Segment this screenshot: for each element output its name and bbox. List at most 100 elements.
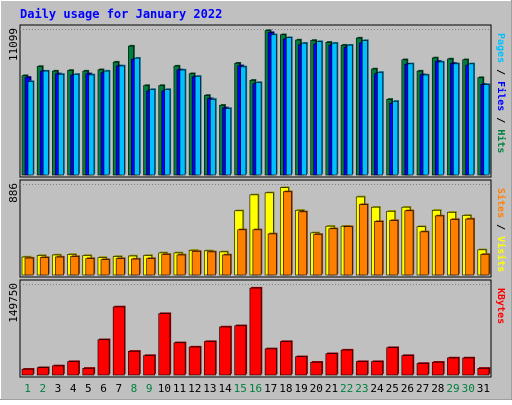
bar-face (447, 357, 459, 376)
hits-files-pages-bar-pages-14 (225, 107, 232, 176)
visits-sites-bar-sites-5 (85, 257, 96, 276)
bar-face (407, 63, 414, 176)
bar-face (282, 191, 292, 276)
bar-face (374, 221, 383, 276)
bar-face (325, 353, 338, 376)
kbytes-bar-kbytes-2 (36, 366, 50, 376)
kbytes-bar-kbytes-13 (204, 340, 217, 376)
visits-sites-bar-sites-15 (237, 228, 248, 276)
hits-files-pages-bar-pages-6 (103, 69, 111, 176)
bar-face (483, 84, 490, 176)
bar-face (279, 341, 292, 376)
hits-files-pages-bar-pages-28 (437, 60, 445, 176)
x-tick-label: 2 (39, 382, 46, 395)
hits-files-pages-bar-pages-2 (42, 69, 50, 176)
hits-files-pages-bar-pages-5 (88, 73, 96, 176)
bar-face (100, 259, 110, 276)
visits-sites-bar-sites-16 (252, 228, 263, 276)
bar-face (361, 40, 368, 176)
legend-sites: Sites (495, 188, 507, 218)
x-tick-label: 29 (446, 382, 459, 395)
bar-face (465, 218, 475, 276)
visits-sites-bar-sites-6 (100, 258, 111, 276)
bar-face (161, 254, 171, 276)
bar-face (39, 257, 49, 276)
visits-sites-bar-sites-9 (146, 257, 156, 276)
hits-files-pages-panel: 11099 Pages / Files / Hits (7, 24, 507, 178)
bar-face (73, 74, 80, 176)
x-tick-label: 13 (203, 382, 216, 395)
kbytes-bar-kbytes-25 (386, 346, 400, 376)
x-tick-label: 18 (279, 382, 292, 395)
bar-face (67, 361, 80, 376)
hits-files-pages-bar-pages-22 (346, 43, 354, 176)
bar-face (377, 72, 383, 176)
bar-face (143, 355, 156, 376)
bar-face (450, 219, 459, 276)
x-tick-label: 24 (370, 382, 384, 395)
bar-face (331, 42, 338, 176)
kbytes-bar-kbytes-1 (21, 368, 35, 376)
bar-face (164, 89, 171, 176)
visits-sites-bar-sites-14 (222, 253, 232, 276)
kbytes-bar-kbytes-4 (67, 360, 80, 376)
bar-face (310, 361, 323, 376)
visits-sites-bar-sites-23 (358, 203, 369, 276)
bar-face (149, 89, 156, 176)
visits-sites-series-legend: Sites / Visits (495, 188, 507, 272)
bar-face (222, 254, 232, 276)
x-tick-label: 15 (234, 382, 247, 395)
bar-face (210, 99, 216, 176)
legend-kbytes: KBytes (495, 288, 506, 324)
kbytes-bar-kbytes-24 (371, 360, 384, 376)
x-tick-label: 16 (249, 382, 262, 395)
visits-sites-bar-sites-25 (389, 219, 400, 276)
hits-files-pages-bar-pages-15 (240, 65, 248, 176)
hits-files-pages-bar-pages-9 (149, 88, 156, 176)
bar-face (295, 356, 307, 376)
hits-files-pages-bar-pages-1 (27, 80, 35, 176)
legend-hits: Hits (495, 129, 507, 153)
bar-face (97, 339, 110, 376)
visits-sites-bar-sites-10 (161, 253, 172, 276)
x-tick-label: 17 (264, 382, 277, 395)
bar-face (386, 347, 399, 376)
bar-face (85, 258, 95, 276)
x-axis-day-labels: 1 2 3 4 5 6 7 8 9 10 11 12 13 14 15 16 17 18 19 20 21 22 23 24 2… (24, 382, 490, 395)
bar-face (237, 229, 247, 276)
kbytes-bar-kbytes-9 (143, 354, 156, 376)
visits-sites-panel: 886 Sites / Visits (7, 179, 507, 278)
kbytes-bar-kbytes-5 (82, 367, 96, 376)
x-tick-label: 8 (131, 382, 138, 395)
visits-sites-bar-sites-26 (404, 209, 415, 276)
kbytes-bar-kbytes-23 (355, 360, 369, 376)
bar-face (316, 41, 323, 176)
bar-face (21, 368, 34, 376)
x-tick-label: 23 (355, 382, 368, 395)
hits-files-pages-bar-pages-17 (270, 33, 278, 176)
x-tick-label: 22 (340, 382, 353, 395)
kbytes-bar-kbytes-15 (234, 324, 248, 376)
x-tick-label: 20 (310, 382, 323, 395)
hits-files-pages-bar-pages-26 (407, 62, 415, 176)
kbytes-bar-kbytes-22 (340, 348, 354, 376)
hits-files-pages-bar-pages-21 (331, 41, 339, 176)
hits-files-pages-bar-pages-24 (377, 71, 384, 176)
x-tick-label: 4 (70, 382, 77, 395)
kbytes-bar-kbytes-10 (158, 312, 172, 376)
bar-face (255, 82, 262, 176)
x-tick-label: 30 (462, 382, 475, 395)
visits-sites-bar-sites-8 (131, 257, 141, 276)
bar-face (392, 101, 399, 176)
x-tick-label: 11 (173, 382, 186, 395)
bar-face (462, 357, 475, 376)
bar-face (477, 368, 490, 376)
visits-sites-bar-sites-17 (267, 232, 278, 276)
bar-face (389, 220, 399, 276)
visits-sites-bar-sites-12 (191, 250, 202, 276)
kbytes-bar-kbytes-18 (279, 340, 293, 376)
visits-sites-bar-sites-18 (282, 190, 293, 276)
kbytes-bar-kbytes-29 (447, 356, 460, 376)
hits-files-pages-max-label: 11099 (7, 28, 20, 61)
